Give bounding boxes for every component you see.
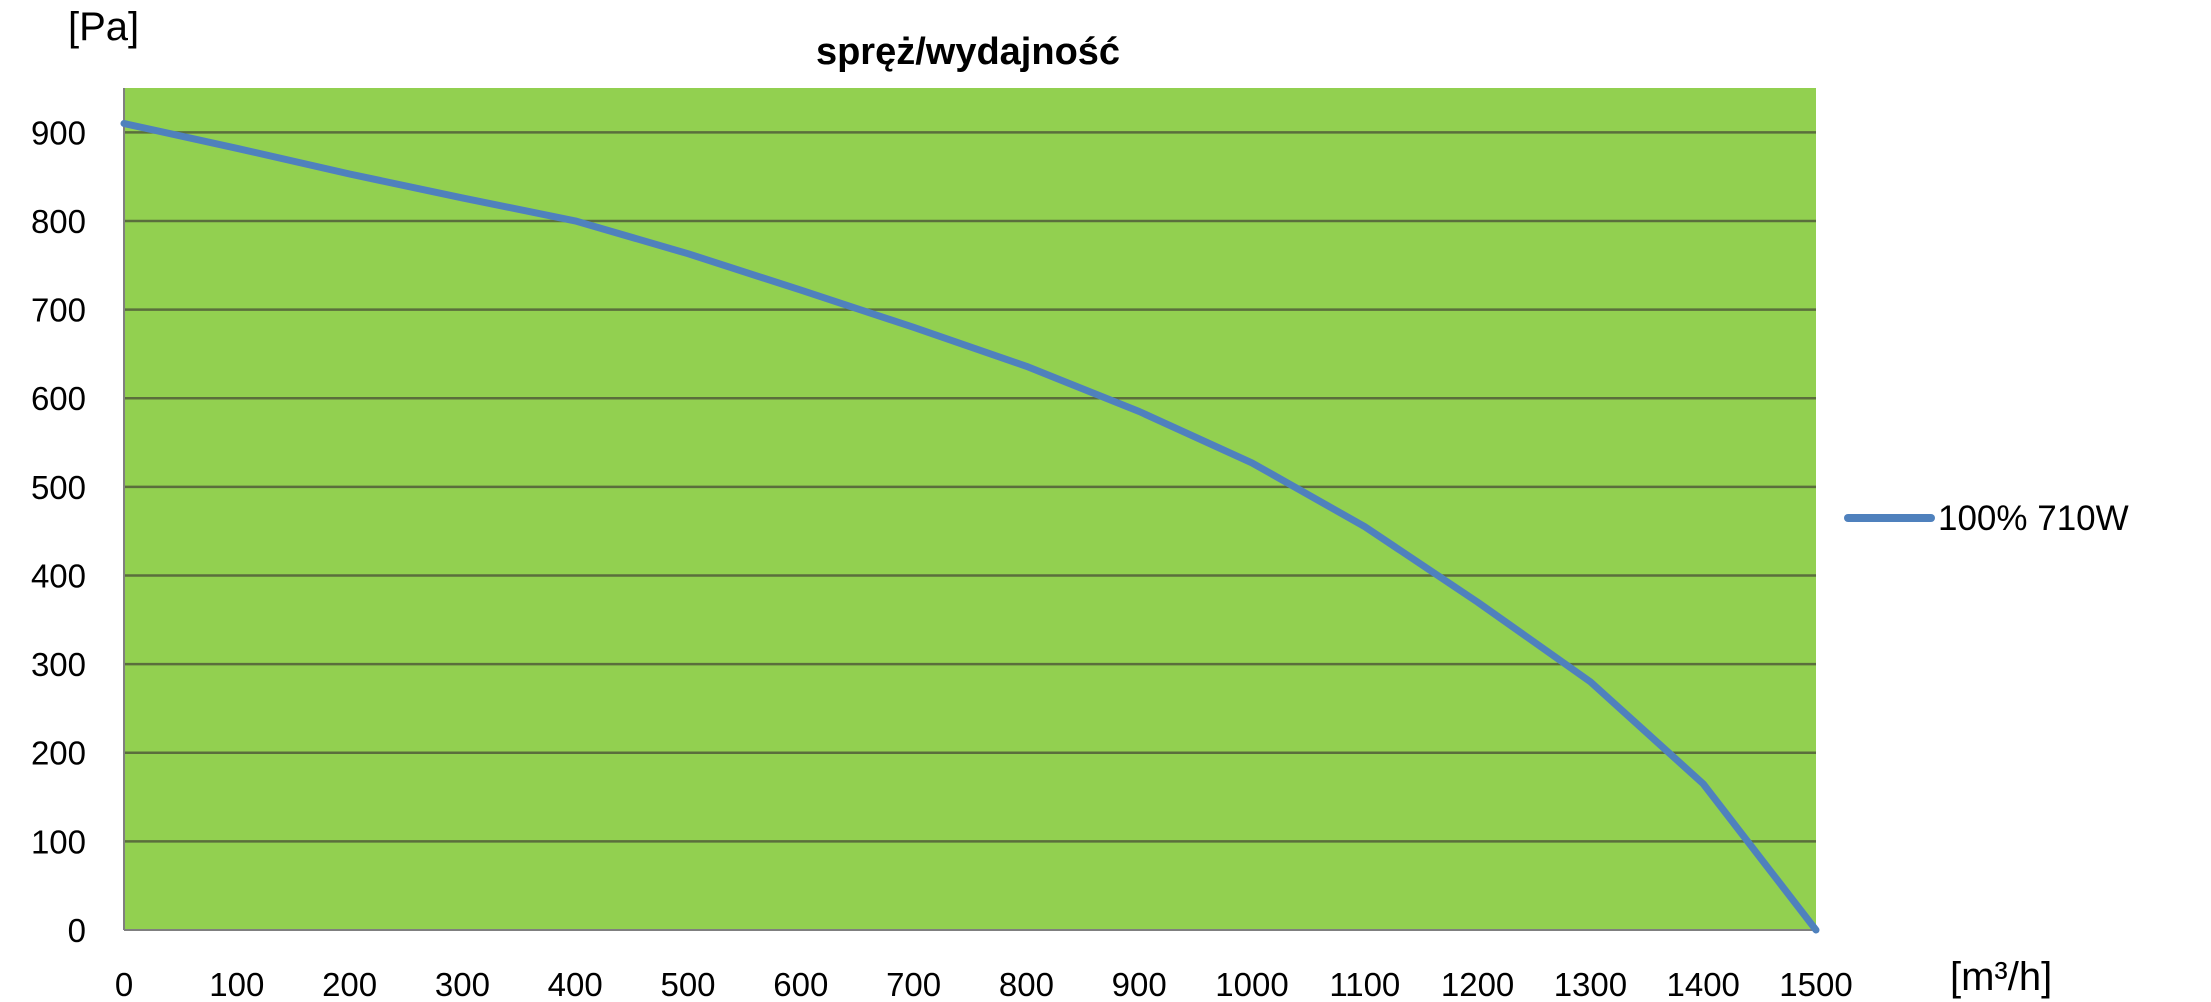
y-tick-label: 700 bbox=[31, 292, 86, 329]
x-tick-labels: 0 100 200 300 400 500 600 700 800 900 1000 1100 1200… bbox=[115, 966, 1853, 1002]
x-tick-label: 1500 bbox=[1779, 966, 1852, 1002]
y-axis-unit: [Pa] bbox=[68, 5, 139, 49]
x-tick-label: 100 bbox=[209, 966, 264, 1002]
x-tick-label: 700 bbox=[886, 966, 941, 1002]
x-axis-unit: [m³/h] bbox=[1950, 955, 2052, 999]
x-tick-label: 1300 bbox=[1554, 966, 1627, 1002]
gridlines bbox=[124, 131, 1816, 843]
y-tick-label: 0 bbox=[68, 912, 86, 949]
y-tick-labels: 0 100 200 300 400 500 600 700 800 900 bbox=[31, 114, 86, 949]
y-tick-label: 600 bbox=[31, 380, 86, 417]
x-tick-label: 1200 bbox=[1441, 966, 1514, 1002]
y-tick-label: 200 bbox=[31, 735, 86, 772]
x-tick-label: 400 bbox=[548, 966, 603, 1002]
x-tick-label: 300 bbox=[435, 966, 490, 1002]
legend-label: 100% 710W bbox=[1938, 499, 2129, 538]
x-tick-label: 800 bbox=[999, 966, 1054, 1002]
y-tick-label: 400 bbox=[31, 557, 86, 594]
x-tick-label: 500 bbox=[660, 966, 715, 1002]
x-tick-label: 1400 bbox=[1666, 966, 1739, 1002]
y-tick-label: 500 bbox=[31, 469, 86, 506]
chart-title: spręż/wydajność bbox=[816, 31, 1120, 73]
x-tick-label: 1000 bbox=[1215, 966, 1288, 1002]
series-lines bbox=[120, 120, 1820, 934]
y-tick-label: 100 bbox=[31, 823, 86, 860]
x-tick-label: 600 bbox=[773, 966, 828, 1002]
y-tick-label: 900 bbox=[31, 114, 86, 151]
series-line bbox=[120, 120, 1820, 934]
y-tick-label: 800 bbox=[31, 203, 86, 240]
x-tick-label: 0 bbox=[115, 966, 133, 1002]
x-tick-label: 200 bbox=[322, 966, 377, 1002]
plot-area bbox=[124, 88, 1816, 930]
x-tick-label: 900 bbox=[1112, 966, 1167, 1002]
x-tick-label: 1100 bbox=[1329, 966, 1400, 1002]
legend: 100% 710W bbox=[1844, 499, 2129, 538]
y-tick-label: 300 bbox=[31, 646, 86, 683]
